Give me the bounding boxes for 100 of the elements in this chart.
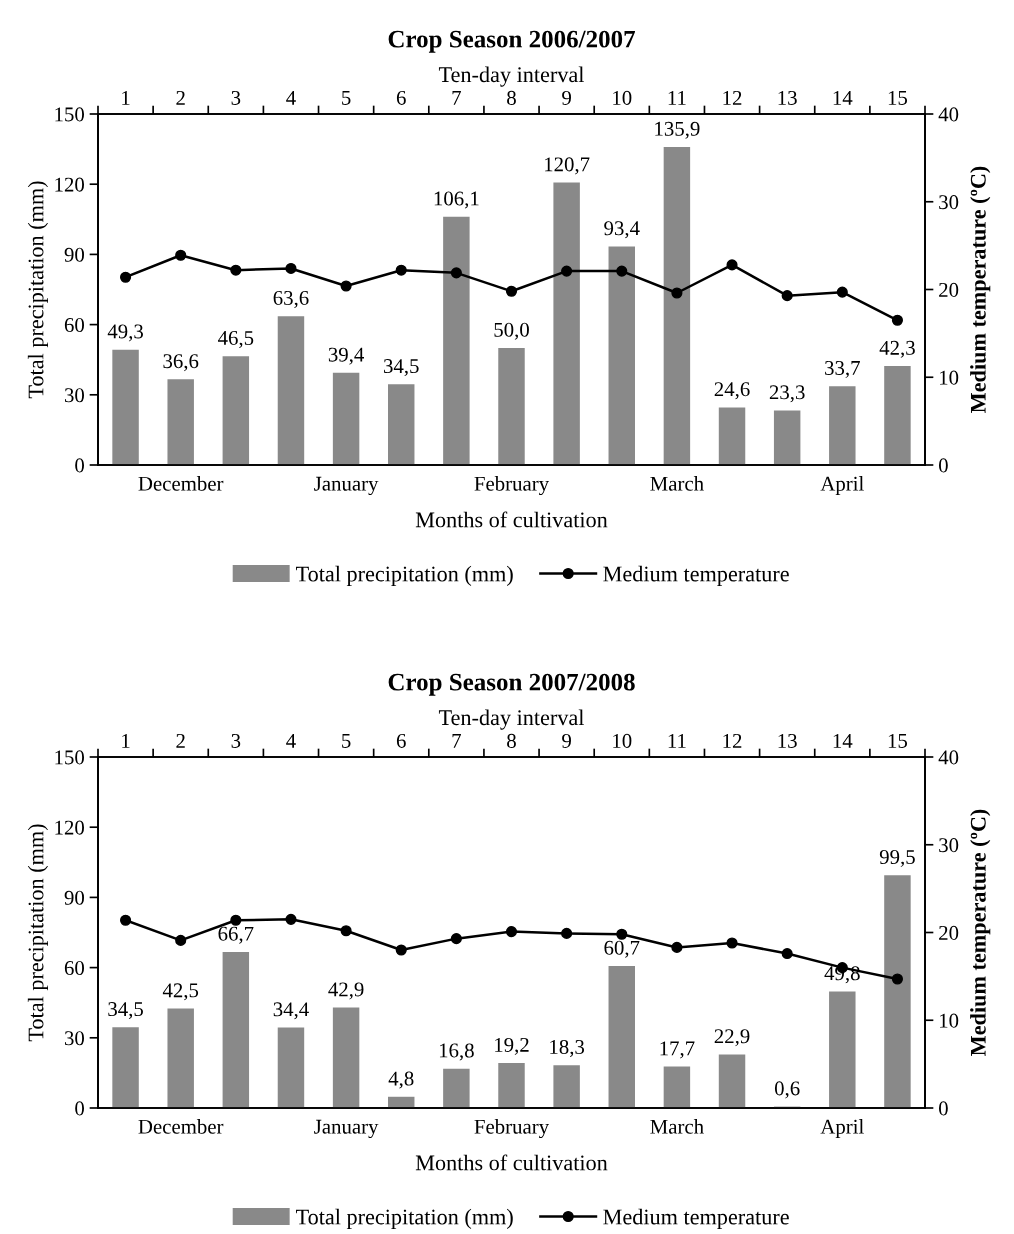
- data-label: 93,4: [604, 221, 640, 239]
- x2-tick-label: 11: [668, 733, 686, 748]
- x2-tick-label: 12: [723, 90, 742, 105]
- y-tick-label: 0: [75, 458, 85, 473]
- chart-title: Crop Season 2006/2007: [388, 30, 635, 53]
- x-tick-label: January: [314, 1119, 379, 1138]
- y-tick-label: 90: [64, 890, 85, 905]
- data-label: 42,5: [162, 983, 199, 1001]
- x2-tick-label: 13: [778, 733, 797, 748]
- y-tick-label: 60: [64, 317, 85, 333]
- data-label: 99,5: [879, 849, 915, 867]
- x-axis-title: Months of cultivation: [415, 1154, 608, 1171]
- x2-tick-label: 4: [286, 733, 296, 748]
- data-label: 34,4: [273, 1002, 309, 1020]
- y-tick-label: 150: [55, 750, 85, 765]
- chart-title: Crop Season 2007/2008: [388, 673, 635, 696]
- y-tick-label: 120: [55, 820, 85, 835]
- x2-tick-label: 7: [452, 91, 461, 105]
- data-label: 42,3: [879, 340, 915, 358]
- x2-tick-label: 15: [888, 733, 908, 748]
- legend-label: Total precipitation (mm): [296, 1208, 513, 1230]
- x-tick-label: December: [138, 1119, 224, 1134]
- x-tick-label: April: [820, 476, 864, 495]
- x2-tick-label: 11: [668, 90, 686, 105]
- x2-tick-label: 2: [176, 733, 185, 748]
- x2-tick-label: 8: [507, 90, 516, 105]
- x2-tick-label: 9: [562, 733, 571, 748]
- legend-label: Medium temperature: [603, 565, 789, 587]
- data-label: 34,5: [108, 1002, 143, 1020]
- x-tick-label: February: [474, 1119, 550, 1139]
- data-label: 50,0: [494, 322, 529, 340]
- data-label: 49,3: [107, 324, 143, 342]
- data-label: 36,6: [163, 354, 199, 372]
- x-axis-title: Months of cultivation: [415, 511, 608, 528]
- y2-tick-label: 20: [939, 282, 959, 297]
- data-label: 33,7: [825, 360, 860, 378]
- data-label: 106,1: [434, 191, 479, 209]
- y2-tick-label: 30: [939, 195, 959, 210]
- legend-label: Total precipitation (mm): [296, 565, 513, 587]
- x2-tick-label: 6: [396, 90, 406, 105]
- x2-axis-title: Ten-day interval: [438, 709, 585, 730]
- x2-tick-label: 3: [231, 90, 241, 105]
- x2-tick-label: 10: [613, 733, 632, 748]
- y-axis-title: Total precipitation (mm): [27, 181, 48, 399]
- y-tick-label: 0: [75, 1101, 85, 1116]
- x2-tick-label: 9: [562, 90, 571, 105]
- data-label: 60,7: [604, 940, 640, 958]
- data-label: 19,2: [495, 1037, 529, 1055]
- x-tick-label: April: [820, 1119, 864, 1138]
- x2-tick-label: 5: [342, 734, 351, 748]
- data-label: 120,7: [545, 157, 590, 175]
- x2-tick-label: 3: [231, 733, 241, 748]
- x2-tick-label: 10: [613, 90, 632, 105]
- y2-axis-title: Medium temperature (ºC): [970, 166, 991, 413]
- x-tick-label: March: [650, 1119, 704, 1134]
- x2-tick-label: 2: [176, 90, 185, 105]
- x-tick-label: March: [650, 476, 704, 491]
- x2-tick-label: 12: [723, 733, 742, 748]
- x2-tick-label: 1: [122, 90, 130, 105]
- data-label: 23,3: [769, 385, 805, 403]
- x2-tick-label: 7: [452, 734, 461, 748]
- x2-tick-label: 5: [342, 91, 351, 105]
- x-tick-label: December: [138, 476, 224, 491]
- y2-tick-label: 0: [938, 458, 948, 473]
- y-tick-label: 30: [64, 388, 85, 403]
- data-label: 42,9: [328, 982, 364, 1000]
- x2-tick-label: 13: [778, 90, 797, 105]
- x2-tick-label: 14: [833, 733, 853, 748]
- x-tick-label: January: [314, 476, 379, 495]
- legend-label: Medium temperature: [603, 1208, 789, 1230]
- data-label: 4,8: [388, 1071, 414, 1089]
- y-tick-label: 90: [64, 247, 85, 262]
- y2-tick-label: 40: [938, 107, 959, 122]
- x2-tick-label: 15: [888, 90, 908, 105]
- x2-tick-label: 6: [396, 733, 406, 748]
- data-label: 34,5: [384, 359, 419, 377]
- y-tick-label: 150: [55, 107, 85, 122]
- data-label: 63,6: [273, 291, 309, 308]
- y-tick-label: 60: [64, 960, 85, 976]
- y2-tick-label: 10: [940, 1013, 959, 1028]
- data-label: 24,6: [714, 382, 750, 400]
- x2-axis-title: Ten-day interval: [438, 66, 585, 87]
- data-label: 22,9: [714, 1029, 750, 1047]
- y-axis-title: Total precipitation (mm): [27, 824, 48, 1042]
- data-label: 66,7: [218, 926, 254, 944]
- x2-tick-label: 8: [507, 733, 516, 748]
- y2-tick-label: 20: [939, 925, 959, 940]
- x2-tick-label: 4: [286, 90, 296, 105]
- y-tick-label: 30: [64, 1031, 85, 1046]
- data-label: 18,3: [550, 1039, 585, 1057]
- x2-tick-label: 14: [833, 90, 853, 105]
- x-tick-label: February: [474, 476, 550, 496]
- y2-tick-label: 10: [940, 370, 959, 385]
- data-label: 16,8: [439, 1043, 474, 1061]
- y-tick-label: 120: [55, 177, 85, 192]
- y2-axis-title: Medium temperature (ºC): [970, 809, 991, 1056]
- data-label: 0,6: [774, 1081, 800, 1099]
- data-label: 135,9: [655, 121, 700, 139]
- data-label: 39,4: [328, 347, 364, 365]
- y2-tick-label: 0: [938, 1101, 948, 1116]
